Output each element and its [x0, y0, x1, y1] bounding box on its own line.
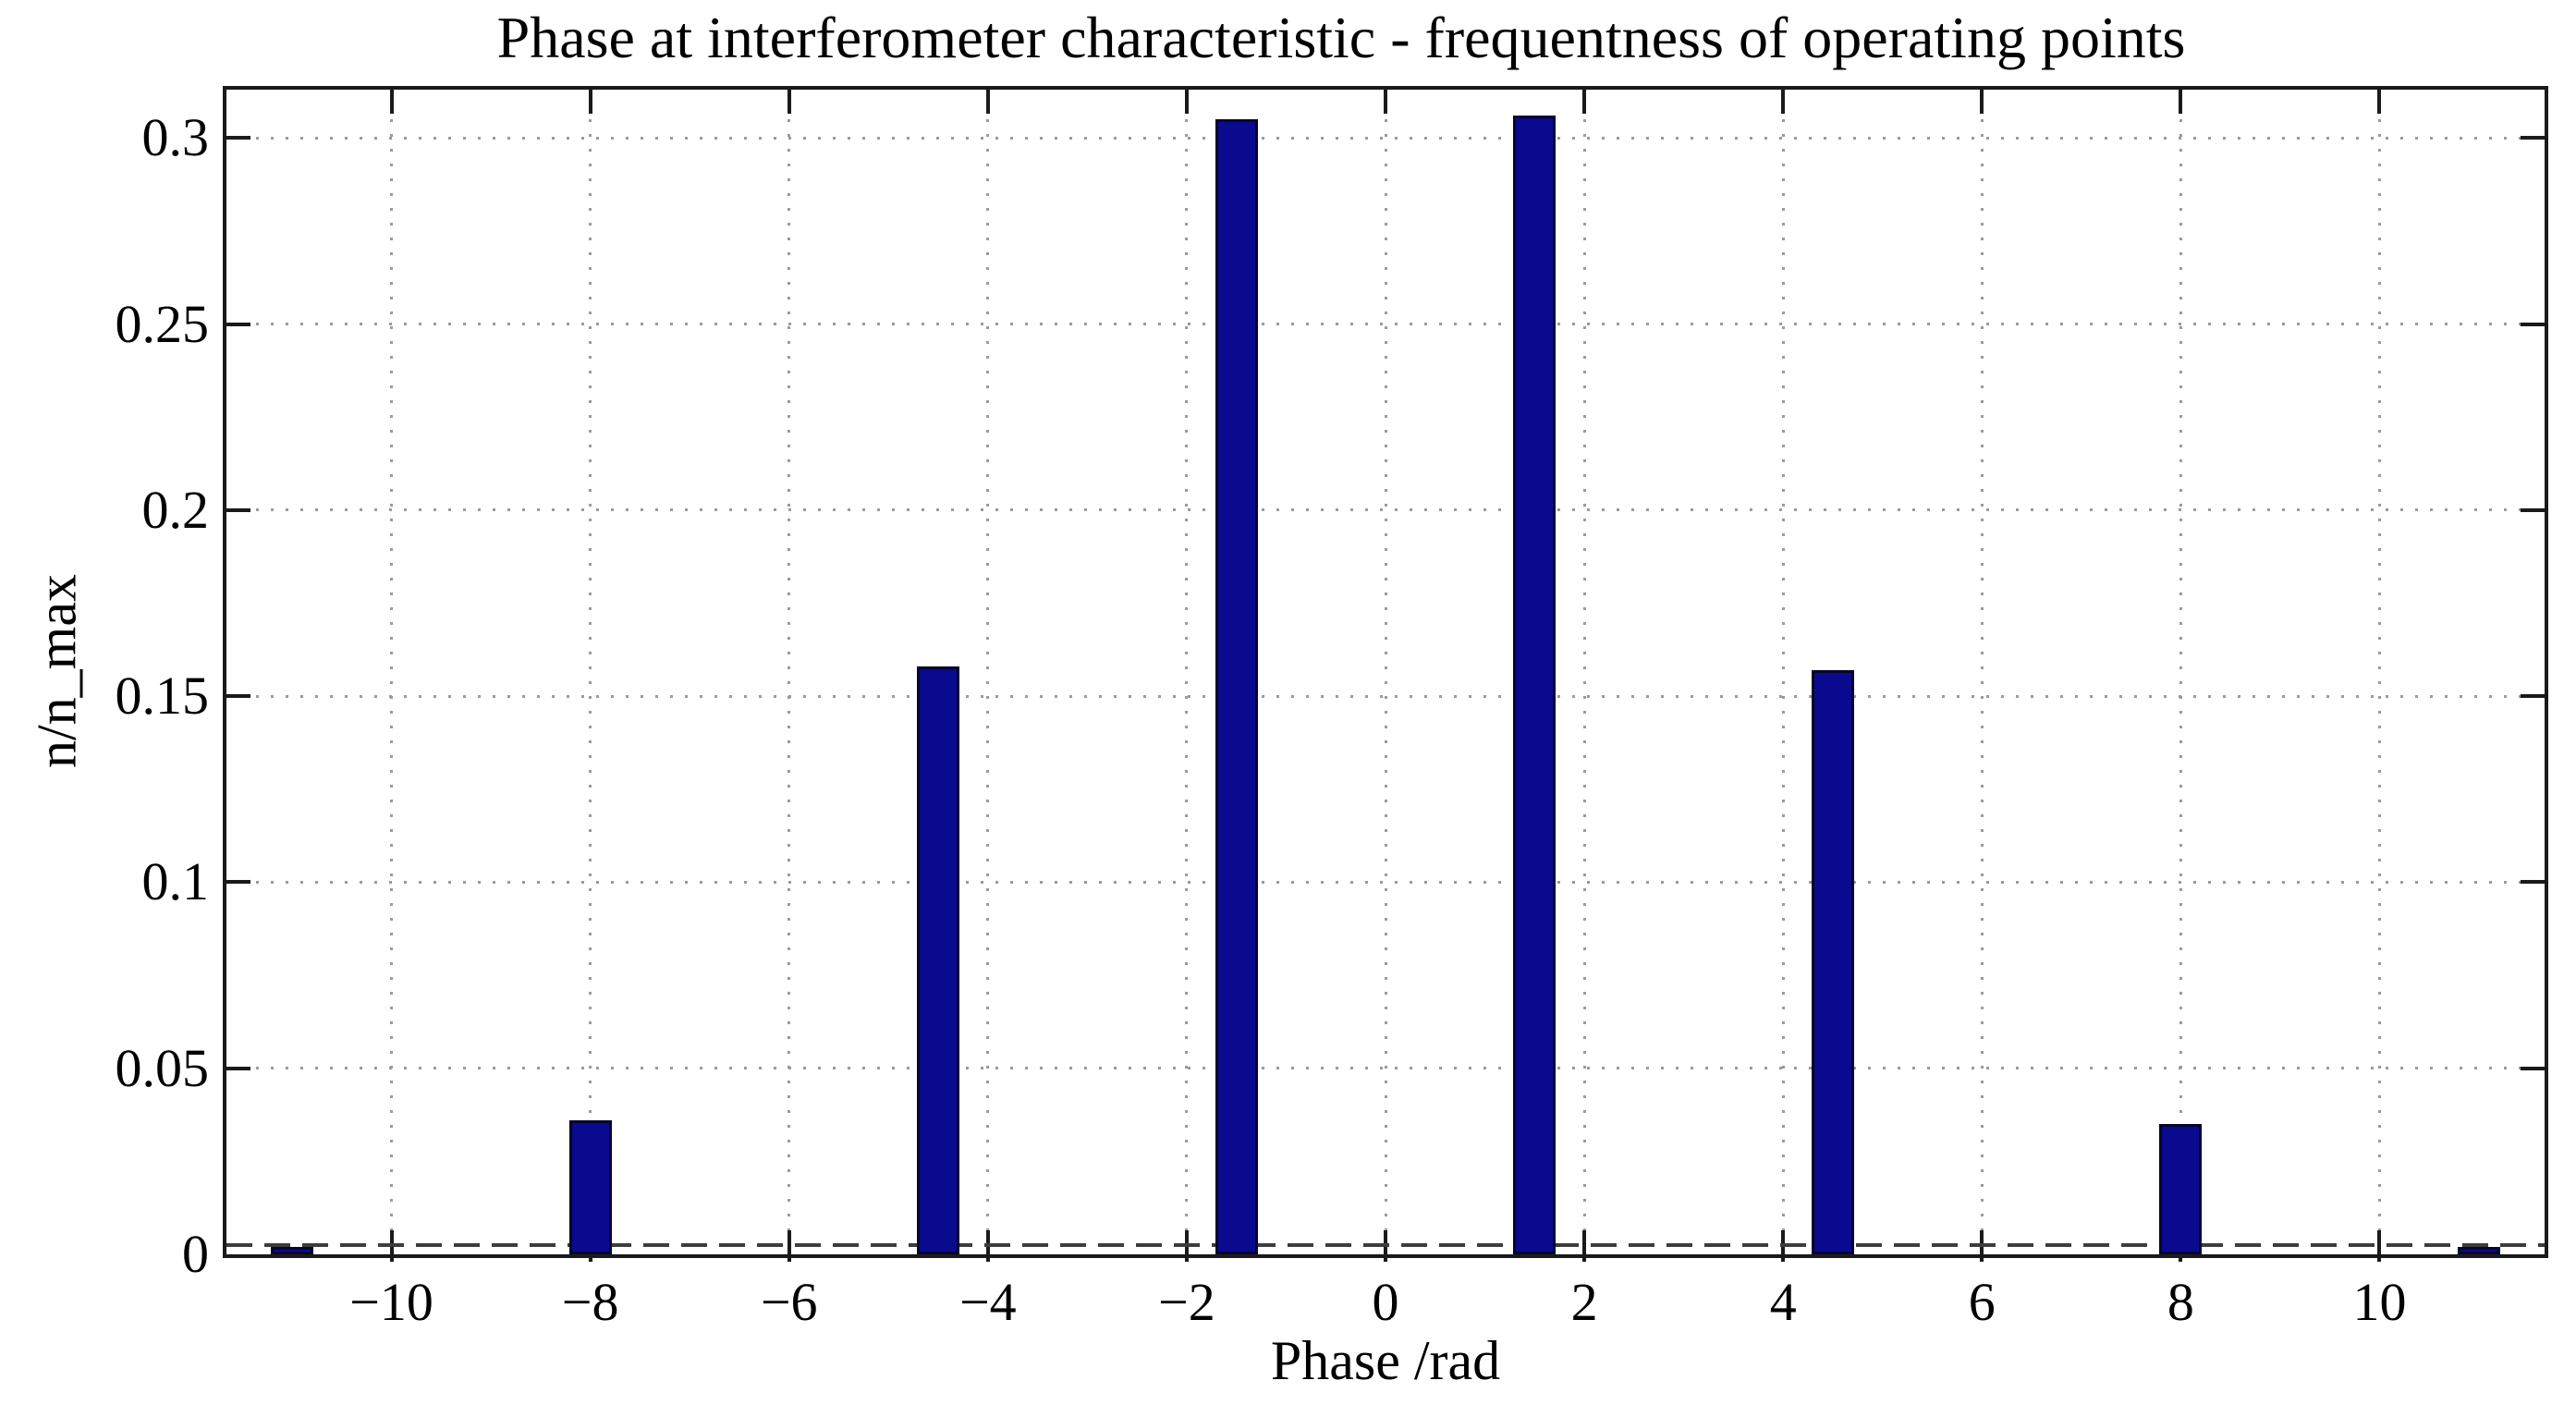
histogram-bar [1811, 670, 1855, 1254]
x-tick-label: −4 [958, 1272, 1017, 1332]
y-tick-mark-left [226, 136, 250, 140]
x-tick-mark-top [1184, 90, 1189, 114]
x-gridline [787, 90, 791, 1254]
y-axis-label: n/n_max [26, 574, 88, 768]
x-tick-label: −10 [349, 1272, 433, 1332]
x-axis-label: Phase /rad [1270, 1330, 1501, 1391]
histogram-bar [1215, 119, 1258, 1254]
y-tick-mark-left [226, 322, 250, 326]
x-gridline [1185, 90, 1189, 1254]
x-tick-label: 6 [1968, 1272, 1996, 1332]
x-tick-mark-top [1781, 90, 1786, 114]
histogram-bar [1513, 116, 1557, 1254]
x-gridline [589, 90, 592, 1254]
y-tick-label: 0.05 [115, 1037, 210, 1098]
x-gridline [1582, 90, 1586, 1254]
x-tick-label: 2 [1570, 1272, 1598, 1332]
x-tick-mark-top [787, 90, 791, 114]
x-tick-mark-top [1980, 90, 1984, 114]
x-gridline [1980, 90, 1984, 1254]
x-tick-label: 8 [2167, 1272, 2194, 1332]
x-tick-mark-top [389, 90, 394, 114]
histogram-bar [2457, 1246, 2501, 1254]
x-tick-mark-top [1384, 90, 1387, 114]
y-tick-mark-left [226, 507, 250, 512]
y-tick-label: 0.3 [141, 107, 210, 168]
x-gridline [986, 90, 990, 1254]
x-gridline [1781, 90, 1785, 1254]
x-tick-label: −2 [1158, 1272, 1215, 1332]
x-tick-label: 4 [1769, 1272, 1797, 1332]
histogram-bar [270, 1246, 314, 1254]
y-tick-label: 0.15 [115, 666, 210, 727]
y-tick-mark-left [226, 694, 250, 699]
y-tick-label: 0.1 [141, 851, 210, 912]
chart-title: Phase at interferometer characteristic -… [496, 5, 2186, 70]
x-gridline [390, 90, 394, 1254]
x-tick-mark-top [2179, 90, 2183, 114]
y-tick-label: 0 [182, 1224, 209, 1284]
x-tick-label: −6 [760, 1272, 818, 1332]
y-tick-mark-left [226, 880, 250, 885]
dashed-baseline [226, 1242, 2545, 1247]
y-gridline [226, 1067, 2545, 1070]
histogram-bar [568, 1120, 612, 1254]
x-gridline [1384, 90, 1387, 1254]
x-tick-mark-top [588, 90, 592, 114]
y-tick-mark-right [2521, 1066, 2545, 1070]
y-gridline [226, 694, 2545, 698]
y-tick-mark-right [2521, 880, 2545, 885]
plot-area [223, 86, 2548, 1262]
y-tick-mark-right [2521, 136, 2545, 140]
x-tick-mark-top [985, 90, 990, 114]
x-gridline [2377, 90, 2381, 1254]
histogram-bar [2159, 1124, 2203, 1254]
x-tick-mark-top [1582, 90, 1587, 114]
histogram-bar [916, 666, 960, 1254]
y-gridline [226, 508, 2545, 512]
y-tick-mark-left [226, 1066, 250, 1070]
y-tick-label: 0.25 [115, 293, 210, 354]
y-gridline [226, 136, 2545, 140]
y-tick-mark-right [2521, 322, 2545, 326]
y-gridline [226, 323, 2545, 326]
x-tick-label: 10 [2352, 1272, 2407, 1332]
y-tick-mark-right [2521, 694, 2545, 699]
x-tick-mark-top [2377, 90, 2382, 114]
y-tick-label: 0.2 [141, 479, 210, 540]
x-tick-label: 0 [1372, 1272, 1399, 1332]
y-tick-mark-right [2521, 507, 2545, 512]
x-gridline [2179, 90, 2182, 1254]
y-gridline [226, 880, 2545, 884]
x-tick-label: −8 [561, 1272, 619, 1332]
